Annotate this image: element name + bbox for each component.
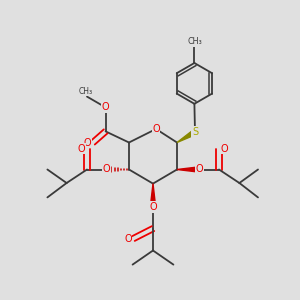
Polygon shape: [177, 130, 197, 142]
Text: O: O: [78, 143, 86, 154]
Text: O: O: [102, 102, 110, 112]
Text: O: O: [220, 143, 228, 154]
Text: O: O: [152, 124, 160, 134]
Text: O: O: [149, 202, 157, 212]
Polygon shape: [177, 167, 200, 172]
Polygon shape: [150, 184, 156, 207]
Text: O: O: [103, 164, 110, 175]
Text: O: O: [196, 164, 203, 175]
Text: O: O: [84, 137, 92, 148]
Text: CH₃: CH₃: [78, 87, 93, 96]
Text: S: S: [192, 127, 198, 137]
Text: CH₃: CH₃: [187, 38, 202, 46]
Text: O: O: [124, 233, 132, 244]
